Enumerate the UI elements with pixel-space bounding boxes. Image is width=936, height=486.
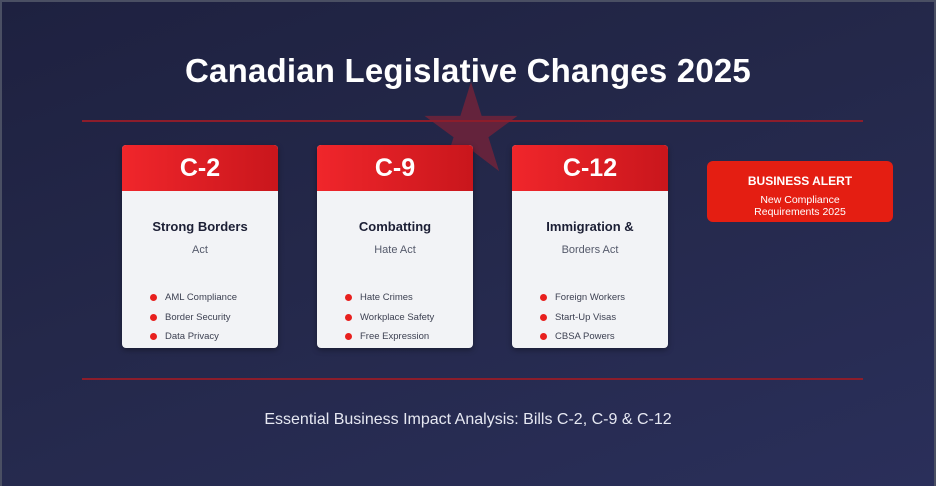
alert-title: BUSINESS ALERT <box>747 174 853 188</box>
bill-card-c12: C-12 Immigration & Borders Act Foreign W… <box>512 145 668 348</box>
list-item: AML Compliance <box>150 292 278 312</box>
alert-text: New Compliance Requirements 2025 <box>707 194 893 218</box>
topic-label: Workplace Safety <box>360 311 435 323</box>
bill-topics: AML Compliance Border Security Data Priv… <box>122 292 278 348</box>
bill-topics: Foreign Workers Start-Up Visas CBSA Powe… <box>512 292 668 348</box>
business-alert-badge: BUSINESS ALERT New Compliance Requiremen… <box>707 161 893 222</box>
topic-label: Data Privacy <box>165 331 219 342</box>
bullet-icon <box>540 313 547 321</box>
topic-label: Foreign Workers <box>555 292 626 303</box>
topic-label: Border Security <box>165 311 231 323</box>
topic-label: Hate Crimes <box>360 292 413 303</box>
bill-code: C-9 <box>317 145 473 191</box>
bullet-icon <box>345 313 352 321</box>
bill-subtitle: Hate Act <box>374 244 416 256</box>
bill-code: C-12 <box>512 145 668 191</box>
topic-label: Start-Up Visas <box>555 311 617 323</box>
alert-line: Requirements 2025 <box>754 206 846 218</box>
list-item: CBSA Powers <box>540 331 668 348</box>
list-item: Start-Up Visas <box>540 312 668 332</box>
bullet-icon <box>345 294 352 301</box>
bullet-icon <box>540 294 547 301</box>
footer-caption: Essential Business Impact Analysis: Bill… <box>264 411 672 428</box>
topic-label: Free Expression <box>360 331 430 342</box>
page-title: Canadian Legislative Changes 2025 <box>185 52 751 89</box>
bill-code: C-2 <box>122 145 278 191</box>
bullet-icon <box>150 313 157 321</box>
bottom-divider <box>82 378 863 380</box>
bullet-icon <box>540 333 547 340</box>
bill-title: Immigration & <box>546 219 634 234</box>
topic-label: CBSA Powers <box>555 331 615 342</box>
maple-star-icon <box>424 82 518 172</box>
alert-line: New Compliance <box>760 194 840 206</box>
bullet-icon <box>150 294 157 301</box>
bill-card-c9: C-9 Combatting Hate Act Hate Crimes Work… <box>317 145 473 348</box>
bill-title: Combatting <box>358 219 432 234</box>
topic-label: AML Compliance <box>165 292 237 303</box>
list-item: Free Expression <box>345 331 473 348</box>
bill-subtitle: Borders Act <box>561 244 619 256</box>
list-item: Border Security <box>150 312 278 332</box>
bill-topics: Hate Crimes Workplace Safety Free Expres… <box>317 292 473 348</box>
top-divider <box>82 120 863 122</box>
bill-card-c2: C-2 Strong Borders Act AML Compliance Bo… <box>122 145 278 348</box>
list-item: Hate Crimes <box>345 292 473 312</box>
bullet-icon <box>345 333 352 340</box>
bill-subtitle: Act <box>192 244 208 256</box>
list-item: Foreign Workers <box>540 292 668 312</box>
list-item: Data Privacy <box>150 331 278 348</box>
bill-title: Strong Borders <box>152 219 248 234</box>
list-item: Workplace Safety <box>345 312 473 332</box>
bullet-icon <box>150 333 157 340</box>
